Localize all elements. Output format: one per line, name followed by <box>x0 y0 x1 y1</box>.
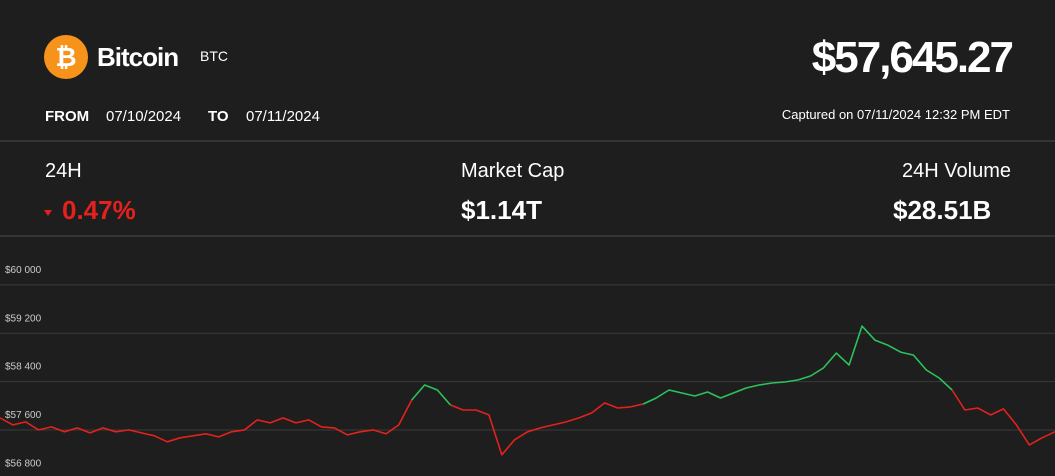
from-label: FROM <box>45 108 89 125</box>
stat-label: 24H <box>45 160 82 182</box>
stat-value: $1.14T <box>461 195 542 225</box>
y-tick-label: $56 800 <box>5 458 42 469</box>
logo <box>44 35 88 79</box>
coin-name: Bitcoin <box>97 42 178 72</box>
y-tick-label: $58 400 <box>5 362 42 373</box>
stat-value: $28.51B <box>893 195 991 225</box>
down-arrow <box>44 210 52 216</box>
chart: $60 000 $59 200 $58 400 $57 600 $56 800 <box>0 265 1055 469</box>
stat-label: Market Cap <box>461 160 564 182</box>
stat-label: 24H Volume <box>902 160 1011 182</box>
to-label: TO <box>208 108 229 125</box>
price-line <box>411 325 953 406</box>
captured: Captured on 07/11/2024 12:32 PM EDT <box>782 107 1010 122</box>
from-date: 07/10/2024 <box>106 108 181 125</box>
coin-symbol: BTC <box>200 48 228 64</box>
y-tick-label: $59 200 <box>5 313 42 324</box>
y-tick-label: $57 600 <box>5 410 42 421</box>
price-line <box>0 389 1055 456</box>
to-date: 07/11/2024 <box>246 108 320 125</box>
stat-value: 0.47% <box>62 195 136 225</box>
y-tick-label: $60 000 <box>5 265 42 276</box>
price: $57,645.27 <box>812 33 1013 82</box>
logo-glyph: ₿ <box>55 42 76 72</box>
